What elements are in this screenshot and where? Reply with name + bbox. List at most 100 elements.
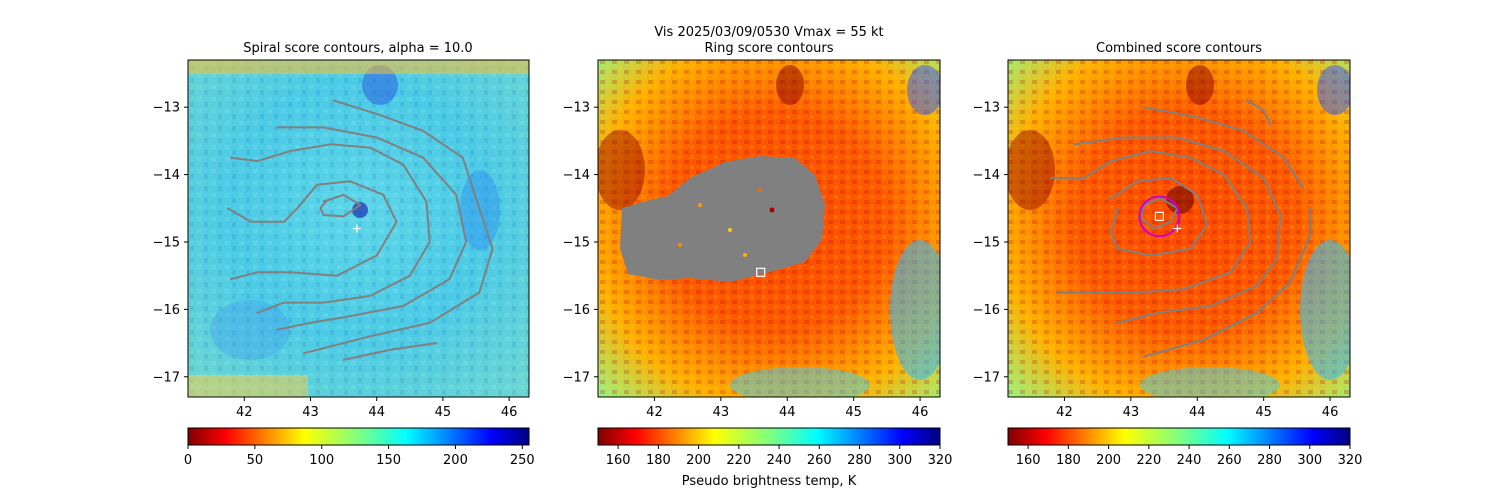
x-tick-label: 44	[1189, 405, 1206, 420]
colorbar-tick-label: 260	[807, 453, 832, 468]
colorbar-tick-label: 220	[726, 453, 751, 468]
colorbar-tick-label: 240	[767, 453, 792, 468]
contour-line	[226, 180, 398, 281]
ring-region-speck	[769, 207, 775, 213]
colorbar-tick-label: 280	[847, 453, 872, 468]
colorbar-tick-label: 160	[1016, 453, 1041, 468]
eye-circle-marker	[1138, 195, 1181, 238]
colorbar-tick-label: 160	[606, 453, 631, 468]
x-tick-label: 44	[368, 405, 385, 420]
ring-panel-title: Ring score contours	[704, 41, 833, 56]
spiral-dark-patch	[210, 300, 290, 360]
combined-eye-patch	[1166, 186, 1194, 214]
x-tick-label: 42	[1056, 405, 1073, 420]
y-tick-label: −16	[973, 303, 1000, 318]
contour-line	[1143, 106, 1305, 190]
colorbar-tick-label: 300	[1297, 453, 1322, 468]
spiral-dark-patch	[362, 65, 398, 105]
spiral-axes-frame	[187, 59, 530, 398]
contour-line	[1246, 99, 1272, 125]
combined-warm-patch	[1008, 130, 1055, 210]
center-square-marker	[756, 267, 766, 277]
colorbar-tick-label: 320	[928, 453, 953, 468]
combined-cold-patch	[1317, 65, 1350, 115]
ring-region-speck	[698, 203, 702, 207]
colorbar-tick-label: 220	[1136, 453, 1161, 468]
ring-cold-patch	[907, 65, 940, 115]
colorbar-tick-label: 320	[1338, 453, 1363, 468]
combined-score-panel: Combined score contours 42 43 44 45 46 −13 −1…	[973, 41, 1363, 468]
contour-line	[1050, 150, 1252, 294]
center-square-marker	[1154, 211, 1165, 221]
combined-warm-patch	[1186, 65, 1214, 105]
ring-score-region	[620, 156, 825, 282]
colorbar-tick-label: 250	[510, 453, 535, 468]
contour-line	[342, 342, 438, 361]
contour-line	[1139, 197, 1179, 230]
y-tick-label: −17	[973, 370, 1000, 385]
x-tick-label: 43	[302, 405, 319, 420]
ring-cold-patch	[730, 367, 870, 397]
y-tick-label: −13	[563, 101, 590, 116]
combined-axes-frame	[1007, 59, 1351, 398]
x-tick-label: 43	[1123, 405, 1140, 420]
colorbar-tick-label: 200	[686, 453, 711, 468]
x-tick-label: 42	[646, 405, 663, 420]
ring-axes-frame	[597, 59, 941, 398]
y-tick-label: −15	[153, 235, 180, 250]
y-tick-label: −14	[153, 168, 180, 183]
y-tick-label: −17	[153, 370, 180, 385]
y-tick-label: −15	[973, 235, 1000, 250]
spiral-bright-edge	[188, 60, 529, 74]
combined-panel-title: Combined score contours	[1096, 41, 1262, 56]
combined-cold-patch	[1300, 240, 1350, 380]
x-tick-label: 45	[435, 405, 452, 420]
colorbar-tick-label: 240	[1177, 453, 1202, 468]
x-tick-label: 45	[845, 405, 862, 420]
center-plus-marker	[1173, 224, 1182, 233]
x-tick-label: 43	[713, 405, 730, 420]
contour-line	[319, 193, 362, 218]
x-tick-label: 44	[779, 405, 796, 420]
ring-region-speck	[743, 253, 747, 257]
contour-line	[302, 99, 494, 355]
combined-colorbar	[1007, 427, 1351, 446]
center-plus-marker	[352, 224, 361, 233]
ring-colorbar-label: Pseudo brightness temp, K	[682, 474, 857, 489]
spiral-panel-title: Spiral score contours, alpha = 10.0	[243, 41, 472, 56]
colorbar-tick-label: 100	[309, 453, 334, 468]
y-tick-label: −15	[563, 235, 590, 250]
x-tick-label: 45	[1255, 405, 1272, 420]
ring-score-panel: Ring score contours 42 43 44 45 46 −13 −14 −15…	[563, 41, 953, 489]
ring-cold-patch	[890, 240, 940, 380]
colorbar-tick-label: 180	[646, 453, 671, 468]
figure-suptitle: Vis 2025/03/09/0530 Vmax = 55 kt	[654, 25, 883, 40]
colorbar-tick-label: 150	[376, 453, 401, 468]
colorbar-tick-label: 180	[1056, 453, 1081, 468]
colorbar-tick-label: 260	[1217, 453, 1242, 468]
x-tick-label: 46	[501, 405, 518, 420]
ring-warm-patch	[776, 65, 804, 105]
x-tick-label: 42	[236, 405, 253, 420]
ring-colorbar	[597, 427, 941, 446]
contour-line	[1143, 207, 1312, 358]
spiral-colorbar	[187, 427, 530, 446]
y-tick-label: −14	[973, 168, 1000, 183]
ring-warm-patch	[598, 130, 645, 210]
combined-cold-patch	[1140, 367, 1280, 397]
y-tick-label: −13	[153, 101, 180, 116]
spiral-bright-edge	[188, 375, 308, 397]
colorbar-tick-label: 200	[1096, 453, 1121, 468]
spiral-score-panel: Spiral score contours, alpha = 10.0 42 43…	[153, 41, 535, 468]
colorbar-tick-label: 200	[443, 453, 468, 468]
contour-line	[1073, 136, 1282, 324]
colorbar-tick-label: 50	[247, 453, 264, 468]
y-tick-label: −17	[563, 370, 590, 385]
y-tick-label: −16	[153, 303, 180, 318]
contour-line	[230, 143, 431, 314]
colorbar-tick-label: 300	[887, 453, 912, 468]
ring-region-speck	[678, 243, 682, 247]
x-tick-label: 46	[912, 405, 929, 420]
y-tick-label: −13	[973, 101, 1000, 116]
